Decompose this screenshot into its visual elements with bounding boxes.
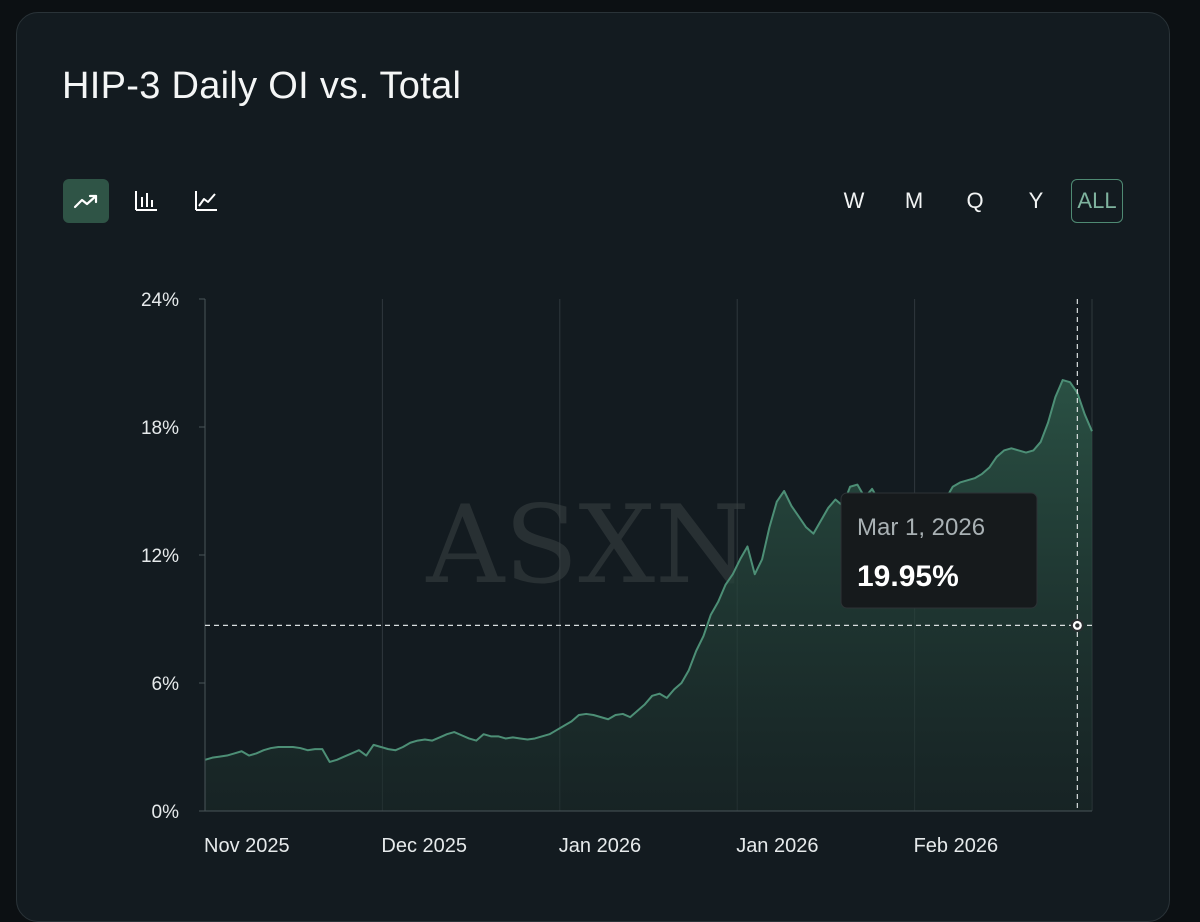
tooltip-box	[840, 492, 1038, 609]
series-area	[205, 380, 1092, 811]
oi-share-chart: ASXN Nov 2025 Dec 2025 Jan 2026 Jan 2026 Feb…	[141, 290, 1093, 857]
line-chart-button[interactable]	[63, 179, 109, 223]
x-tick-label: Feb 2026	[914, 835, 999, 857]
tooltip-value: 19.95%	[857, 560, 959, 593]
chart-line-icon	[195, 191, 217, 211]
tooltip-date: Mar 1, 2026	[857, 514, 985, 541]
range-week-button[interactable]: W	[843, 188, 865, 213]
y-tick-label: 24%	[141, 290, 179, 311]
range-year-button[interactable]: Y	[1028, 188, 1044, 213]
y-tick-label: 0%	[152, 802, 180, 823]
x-tick-label: Nov 2025	[204, 835, 290, 857]
y-tick-label: 18%	[141, 418, 179, 439]
range-all-button[interactable]: ALL	[1071, 179, 1123, 223]
y-tick-label: 12%	[141, 546, 179, 567]
area-chart-button[interactable]	[183, 179, 229, 223]
trending-up-icon	[73, 194, 98, 209]
crosshair-point-center	[1075, 623, 1080, 628]
range-month-button[interactable]: M	[904, 188, 924, 213]
x-tick-label: Jan 2026	[736, 835, 818, 857]
tooltip: Mar 1, 2026 19.95%	[840, 492, 1038, 609]
x-tick-label: Jan 2026	[559, 835, 641, 857]
x-tick-label: Dec 2025	[381, 835, 467, 857]
watermark: ASXN	[425, 483, 749, 608]
y-tick-label: 6%	[152, 674, 180, 695]
bar-chart-button[interactable]	[123, 179, 169, 223]
bar-chart-icon	[135, 191, 157, 211]
card-title: HIP-3 Daily OI vs. Total	[62, 65, 462, 107]
range-quarter-button[interactable]: Q	[966, 188, 984, 213]
